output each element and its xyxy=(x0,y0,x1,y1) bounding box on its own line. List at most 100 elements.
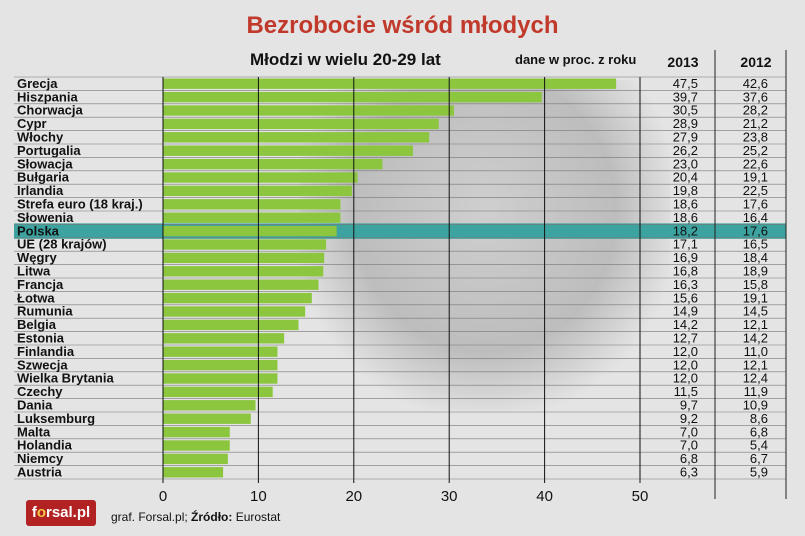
category-label: Włochy xyxy=(17,130,64,145)
value-label-2013: 28,9 xyxy=(673,116,698,131)
source-name: Eurostat xyxy=(232,510,281,524)
value-label-2013: 18,6 xyxy=(673,210,698,225)
value-label-2012: 11,0 xyxy=(744,344,768,359)
bar xyxy=(163,91,542,103)
units-note: dane w proc. z roku xyxy=(515,52,637,67)
value-label-2012: 16,5 xyxy=(743,237,768,252)
value-label-2012: 17,6 xyxy=(743,223,768,238)
value-label-2012: 14,2 xyxy=(743,331,768,346)
source-note: graf. Forsal.pl; Źródło: Eurostat xyxy=(111,510,280,524)
value-label-2012: 19,1 xyxy=(743,290,768,305)
category-label: Irlandia xyxy=(17,183,64,198)
bar xyxy=(163,78,617,89)
x-tick-label: 0 xyxy=(159,488,167,505)
category-label: Cypr xyxy=(17,116,47,131)
value-label-2012: 18,9 xyxy=(743,264,768,279)
category-label: Czechy xyxy=(17,384,63,399)
value-label-2013: 12,0 xyxy=(673,344,698,359)
category-label: Wielka Brytania xyxy=(17,371,114,386)
category-label: Dania xyxy=(17,398,53,413)
category-label: Węgry xyxy=(17,250,58,265)
category-label: Malta xyxy=(17,424,51,439)
value-label-2013: 14,9 xyxy=(673,304,698,319)
value-label-2012: 15,8 xyxy=(743,277,768,292)
value-label-2012: 6,8 xyxy=(750,424,768,439)
value-label-2013: 17,1 xyxy=(673,237,698,252)
bar xyxy=(163,118,439,130)
column-header-2012: 2012 xyxy=(740,54,772,70)
value-label-2012: 17,6 xyxy=(743,197,768,212)
category-label: Rumunia xyxy=(17,304,73,319)
bar xyxy=(163,158,383,170)
bar xyxy=(163,306,306,317)
value-label-2012: 12,1 xyxy=(743,357,768,372)
bar xyxy=(163,279,319,290)
category-label: Francja xyxy=(17,277,64,292)
category-label: Grecja xyxy=(17,76,58,91)
value-label-2012: 8,6 xyxy=(750,411,768,426)
value-label-2012: 18,4 xyxy=(743,250,768,265)
category-label: Słowenia xyxy=(17,210,74,225)
category-label: Niemcy xyxy=(17,451,64,466)
category-label: Holandia xyxy=(17,438,73,453)
value-label-2013: 47,5 xyxy=(673,76,698,91)
bar xyxy=(163,199,341,210)
category-label: Bułgaria xyxy=(17,170,70,185)
page-title: Bezrobocie wśród młodych xyxy=(246,12,559,39)
category-label: Chorwacja xyxy=(17,103,84,118)
value-label-2013: 16,9 xyxy=(673,250,698,265)
highlight-band xyxy=(14,223,786,239)
category-label: Słowacja xyxy=(17,156,73,171)
bar xyxy=(163,333,285,344)
category-label: Litwa xyxy=(17,264,51,279)
value-label-2012: 6,7 xyxy=(750,451,768,466)
value-label-2012: 25,2 xyxy=(743,143,768,158)
bar xyxy=(163,373,278,384)
value-label-2013: 9,7 xyxy=(680,398,698,413)
value-label-2012: 11,9 xyxy=(744,384,768,399)
value-label-2013: 23,0 xyxy=(673,156,698,171)
value-label-2012: 10,9 xyxy=(743,398,768,413)
value-label-2012: 23,8 xyxy=(743,130,768,145)
category-label: Łotwa xyxy=(17,290,55,305)
bar xyxy=(163,252,325,264)
x-tick-label: 40 xyxy=(536,488,553,505)
value-label-2013: 6,3 xyxy=(680,465,698,480)
value-label-2012: 12,1 xyxy=(743,317,768,332)
x-tick-label: 20 xyxy=(345,488,362,505)
value-label-2013: 27,9 xyxy=(673,130,698,145)
bar xyxy=(163,132,430,143)
value-label-2013: 6,8 xyxy=(680,451,698,466)
value-label-2013: 20,4 xyxy=(673,170,698,185)
x-tick-label: 50 xyxy=(632,488,649,505)
bar xyxy=(163,225,337,237)
category-label: Portugalia xyxy=(17,143,81,158)
bar xyxy=(163,400,256,411)
value-label-2013: 18,6 xyxy=(673,197,698,212)
value-label-2012: 42,6 xyxy=(743,76,768,91)
value-label-2012: 12,4 xyxy=(743,371,768,386)
source-prefix: graf. Forsal.pl; xyxy=(111,510,192,524)
value-label-2012: 28,2 xyxy=(743,103,768,118)
category-label: Finlandia xyxy=(17,344,75,359)
bar xyxy=(163,292,312,304)
value-label-2012: 5,9 xyxy=(750,465,768,480)
value-label-2013: 16,8 xyxy=(673,264,698,279)
value-label-2013: 14,2 xyxy=(673,317,698,332)
category-label: Hiszpania xyxy=(17,89,78,104)
bar xyxy=(163,319,299,331)
chart-subtitle: Młodzi w wielu 20-29 lat xyxy=(250,50,441,69)
category-label: Luksemburg xyxy=(17,411,95,426)
value-label-2013: 39,7 xyxy=(673,89,698,104)
value-label-2013: 12,7 xyxy=(673,331,698,346)
bar xyxy=(163,426,230,438)
bar xyxy=(163,172,358,183)
value-label-2013: 16,3 xyxy=(673,277,698,292)
category-label: Austria xyxy=(17,465,63,480)
value-label-2013: 7,0 xyxy=(680,438,698,453)
value-label-2013: 12,0 xyxy=(673,357,698,372)
bar xyxy=(163,145,413,156)
value-label-2012: 21,2 xyxy=(743,116,768,131)
x-tick-label: 10 xyxy=(250,488,267,505)
bar xyxy=(163,359,278,371)
